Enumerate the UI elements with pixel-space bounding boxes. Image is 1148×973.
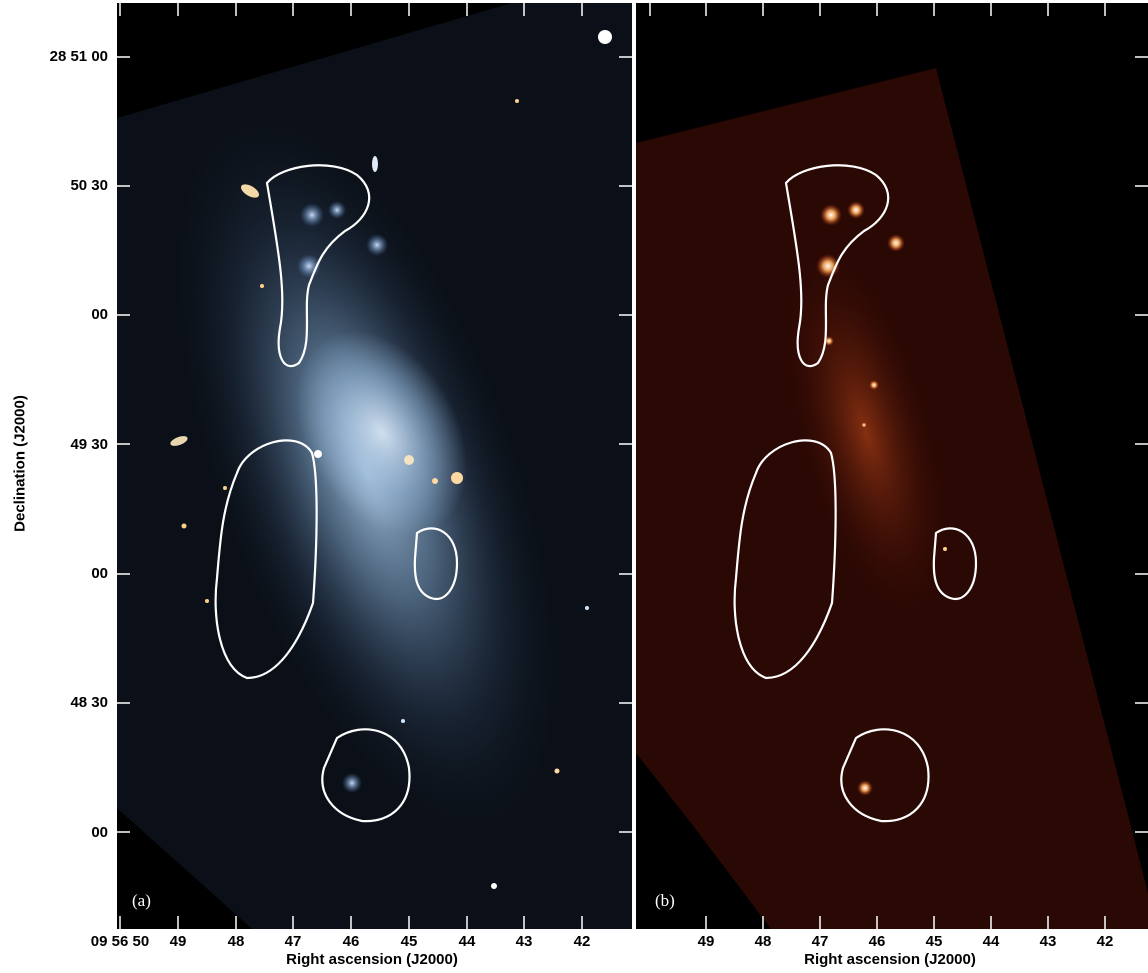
x-tick-label: 47 bbox=[284, 933, 302, 950]
y-tick-label: 48 30 bbox=[70, 694, 108, 711]
x-tick-label: 46 bbox=[868, 933, 886, 950]
bright-star bbox=[314, 450, 322, 458]
bright-star bbox=[404, 455, 414, 465]
x-axis-title-a: Right ascension (J2000) bbox=[286, 951, 458, 968]
bright-star bbox=[401, 719, 405, 723]
bright-star bbox=[181, 523, 187, 529]
star-forming-knot bbox=[366, 234, 388, 256]
contour bbox=[214, 439, 318, 680]
hi-contours bbox=[214, 164, 459, 823]
hii-region bbox=[847, 201, 865, 219]
contour bbox=[784, 164, 890, 368]
x-tick-label: 48 bbox=[754, 933, 772, 950]
bright-star bbox=[598, 30, 612, 44]
hii-region bbox=[887, 234, 905, 252]
x-tick-label: 43 bbox=[515, 933, 533, 950]
x-tick-label: 43 bbox=[1039, 933, 1057, 950]
contour bbox=[840, 728, 930, 823]
star-forming-knot bbox=[300, 203, 324, 227]
hii-region bbox=[861, 422, 867, 428]
x-tick-label: 49 bbox=[697, 933, 715, 950]
bright-star bbox=[223, 486, 227, 490]
hii-region bbox=[943, 547, 947, 551]
diffuse-emission bbox=[780, 238, 952, 628]
x-tick-label: 47 bbox=[811, 933, 829, 950]
x-tick-label: 44 bbox=[982, 933, 1000, 950]
x-tick-label: 09 56 50 bbox=[90, 933, 150, 950]
hii-region bbox=[857, 780, 873, 796]
contour bbox=[265, 164, 371, 368]
background-galaxy bbox=[240, 184, 260, 198]
bright-star bbox=[260, 284, 264, 288]
bright-star bbox=[515, 99, 519, 103]
hii-region bbox=[820, 204, 842, 226]
x-tick-label: 46 bbox=[342, 933, 360, 950]
bright-star bbox=[491, 883, 497, 889]
panel-b-emission-image bbox=[636, 3, 1148, 929]
hii-region bbox=[869, 380, 879, 390]
y-tick-label: 50 30 bbox=[70, 177, 108, 194]
x-tick-label: 44 bbox=[458, 933, 476, 950]
background-galaxy bbox=[170, 436, 188, 446]
panel-a-label: (a) bbox=[132, 891, 151, 910]
star-forming-knot bbox=[342, 773, 362, 793]
contour bbox=[932, 527, 978, 601]
x-axis-title-b: Right ascension (J2000) bbox=[804, 951, 976, 968]
bright-star bbox=[554, 768, 560, 774]
x-tick-label: 42 bbox=[573, 933, 591, 950]
hi-contours bbox=[733, 164, 978, 823]
background-galaxy bbox=[372, 156, 378, 172]
y-tick-label: 00 bbox=[91, 306, 108, 323]
contour bbox=[733, 439, 837, 680]
x-tick-label: 45 bbox=[400, 933, 418, 950]
galaxy-core bbox=[296, 330, 468, 536]
y-axis-title: Declination (J2000) bbox=[11, 395, 29, 532]
bright-star bbox=[205, 599, 209, 603]
y-tick-label: 00 bbox=[91, 565, 108, 582]
y-tick-label: 00 bbox=[91, 824, 108, 841]
bright-star bbox=[432, 478, 438, 484]
bright-star bbox=[451, 472, 463, 484]
panel-b-label: (b) bbox=[655, 891, 675, 910]
x-tick-label: 48 bbox=[227, 933, 245, 950]
x-tick-label: 42 bbox=[1096, 933, 1114, 950]
x-tick-label: 45 bbox=[925, 933, 943, 950]
y-tick-label: 49 30 bbox=[70, 436, 108, 453]
panel-b-canvas bbox=[636, 68, 1148, 929]
panel-a-canvas bbox=[117, 3, 632, 929]
bright-star bbox=[585, 606, 589, 610]
y-tick-label: 28 51 00 bbox=[49, 48, 108, 65]
panel-a-optical-image bbox=[117, 3, 632, 929]
star-forming-knot bbox=[328, 201, 346, 219]
contour bbox=[321, 728, 411, 823]
x-tick-label: 49 bbox=[169, 933, 187, 950]
contour bbox=[413, 527, 459, 601]
